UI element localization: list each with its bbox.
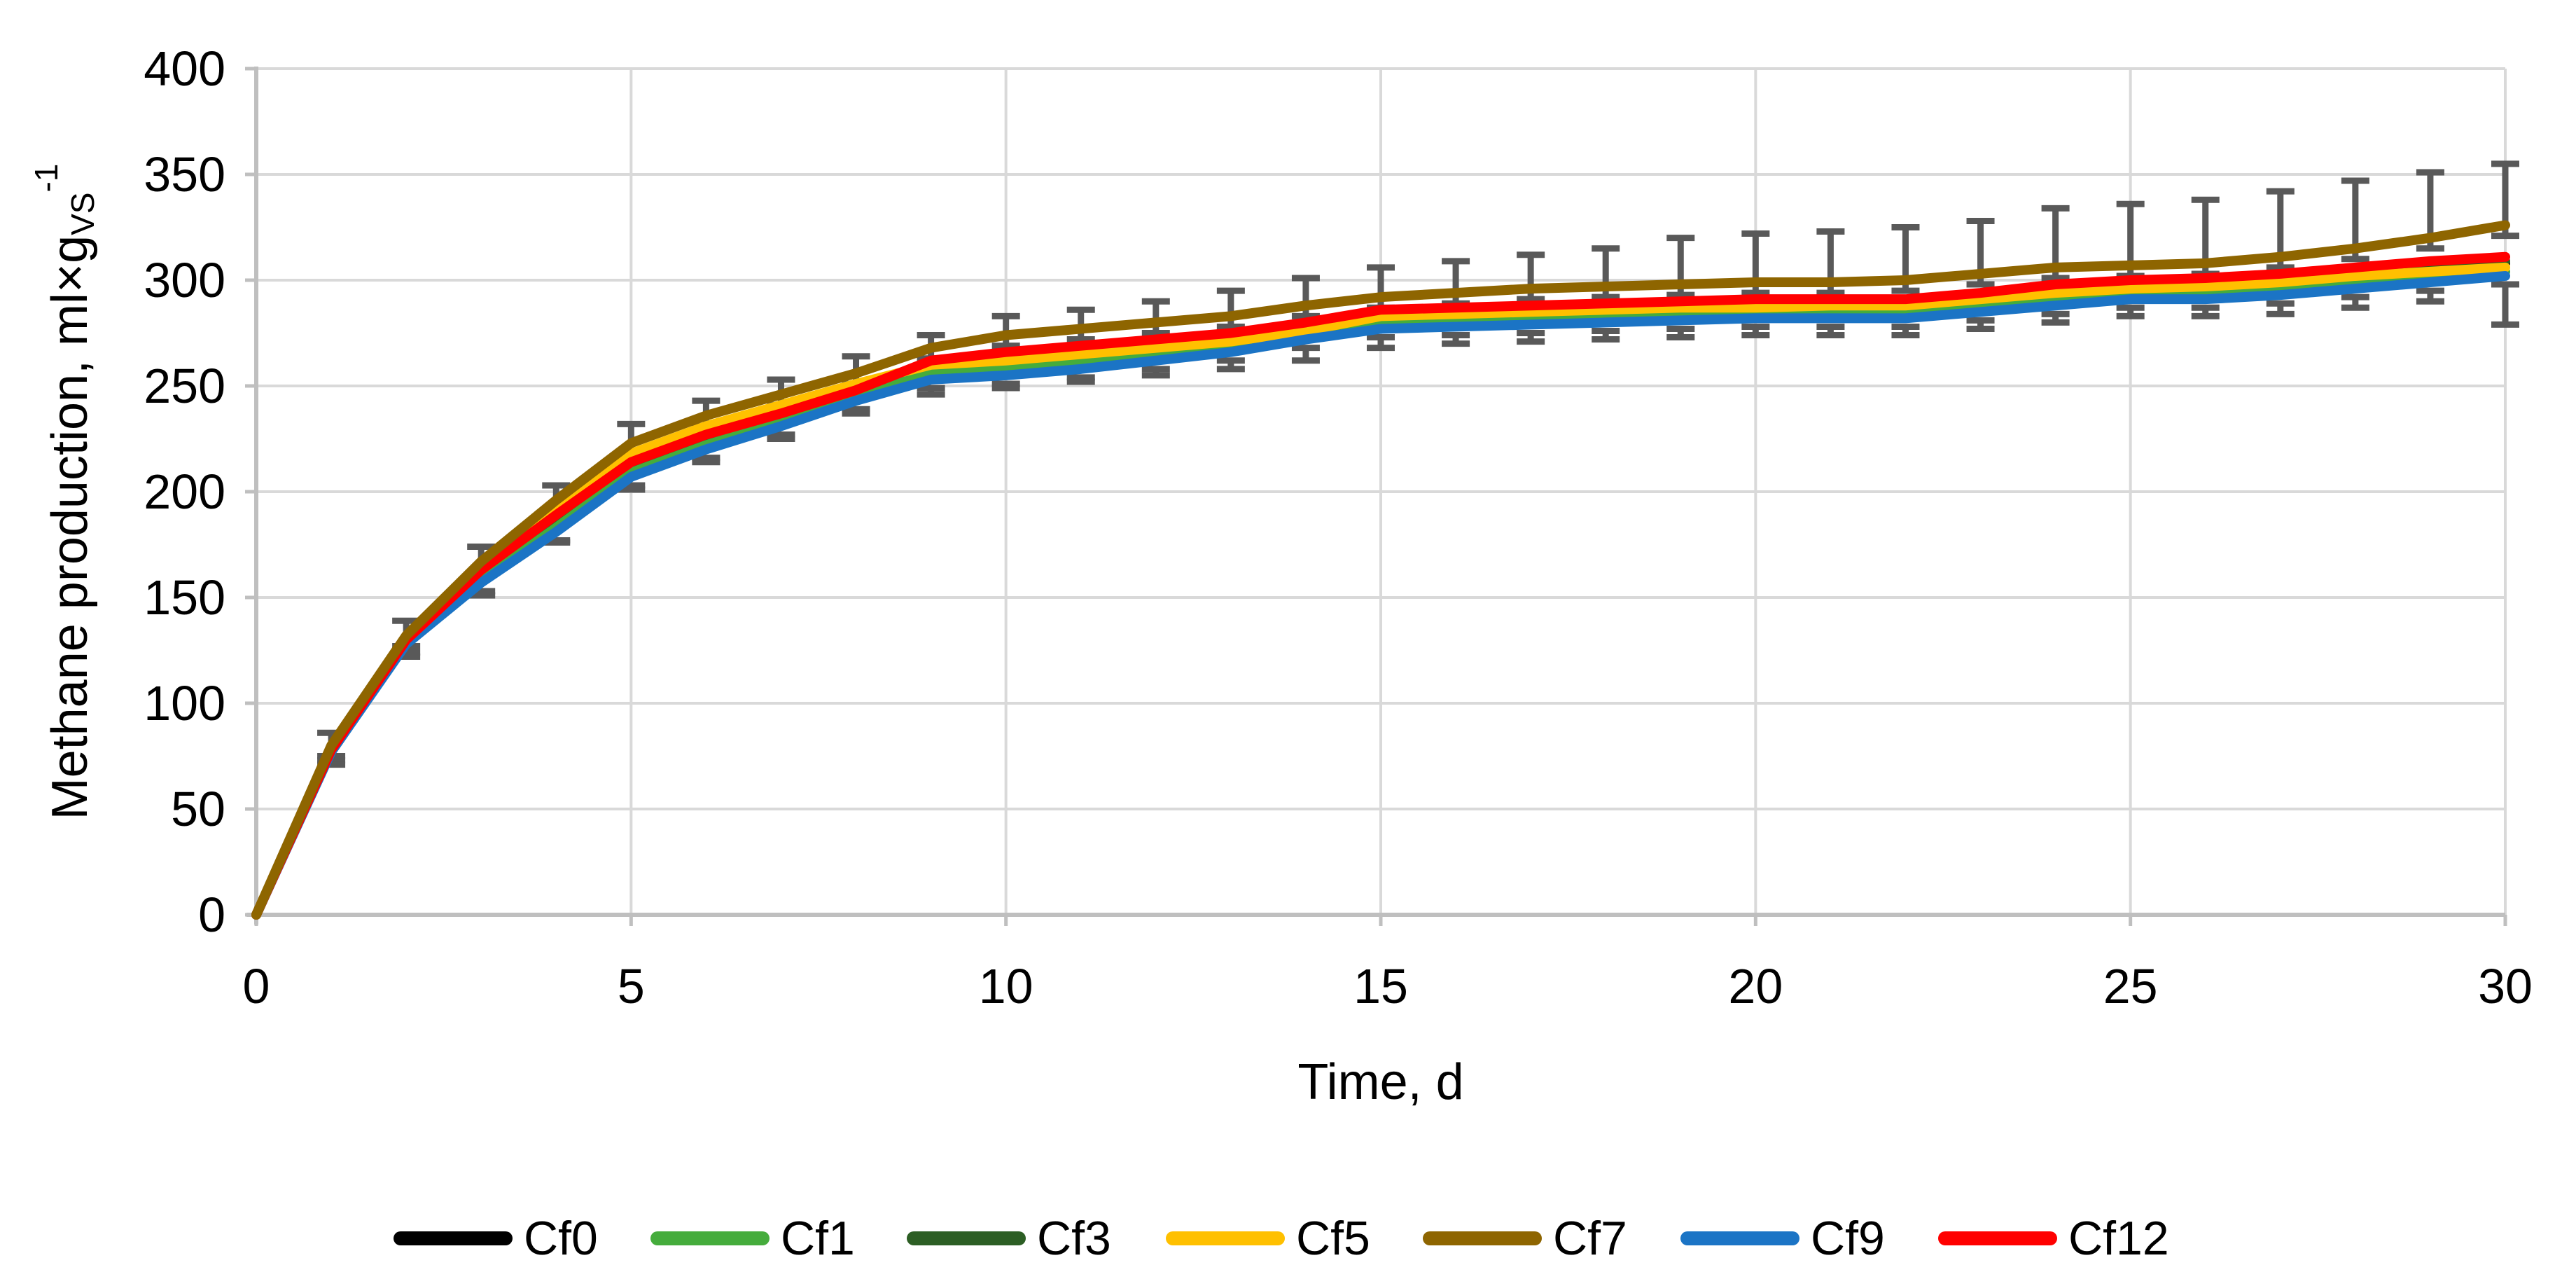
- x-tick-label-20: 20: [1728, 959, 1783, 1014]
- x-tick-label-15: 15: [1353, 959, 1408, 1014]
- legend-item-cf3[interactable]: Cf3: [907, 1212, 1111, 1265]
- series-line-Cf5: [251, 262, 2510, 920]
- legend-item-cf9[interactable]: Cf9: [1680, 1212, 1885, 1265]
- y-tick-label-50: 50: [171, 782, 225, 836]
- legend-label-cf3: Cf3: [1037, 1212, 1111, 1265]
- axis-titles: Time, d Methane production, ml×gVS-1: [28, 164, 1464, 1110]
- x-tick-label-5: 5: [618, 959, 645, 1014]
- y-axis-title: Methane production, ml×gVS-1: [28, 164, 101, 820]
- legend-label-cf1: Cf1: [781, 1212, 855, 1265]
- legend-label-cf12: Cf12: [2068, 1212, 2169, 1265]
- legend-item-cf1[interactable]: Cf1: [650, 1212, 855, 1265]
- y-tick-label-400: 400: [144, 41, 225, 96]
- y-tick-label-250: 250: [144, 359, 225, 413]
- legend-item-cf12[interactable]: Cf12: [1938, 1212, 2169, 1265]
- legend-item-cf0[interactable]: Cf0: [394, 1212, 598, 1265]
- error-bar-day-23: [1966, 217, 1995, 332]
- x-tick-label-0: 0: [243, 959, 270, 1014]
- legend-label-cf5: Cf5: [1296, 1212, 1370, 1265]
- x-tick-label-30: 30: [2478, 959, 2533, 1014]
- x-tick-label-25: 25: [2103, 959, 2158, 1014]
- legend-label-cf7: Cf7: [1553, 1212, 1627, 1265]
- legend-swatch-cf0: [394, 1231, 513, 1245]
- y-tick-label-350: 350: [144, 147, 225, 202]
- tick-labels: 0 50 100 150 200 250 300 350 400 0 5 10 15 20 25 30: [144, 41, 2533, 1014]
- legend-item-cf5[interactable]: Cf5: [1166, 1212, 1370, 1265]
- series-line-Cf9: [251, 270, 2510, 920]
- legend-label-cf9: Cf9: [1811, 1212, 1885, 1265]
- legend-swatch-cf9: [1680, 1231, 1799, 1245]
- gridlines: [249, 67, 2507, 922]
- legend-swatch-cf7: [1423, 1231, 1542, 1245]
- error-bar-day-27: [2266, 188, 2295, 317]
- y-tick-label-150: 150: [144, 570, 225, 625]
- error-bar-day-11: [1066, 306, 1095, 385]
- error-bar-day-29: [2416, 169, 2444, 305]
- legend: Cf0 Cf1 Cf3 Cf5 Cf7 Cf9 Cf12: [394, 1212, 2169, 1265]
- x-axis-title: Time, d: [1297, 1054, 1463, 1110]
- legend-label-cf0: Cf0: [524, 1212, 598, 1265]
- y-tick-label-100: 100: [144, 676, 225, 731]
- x-tick-label-10: 10: [979, 959, 1033, 1014]
- y-tick-label-200: 200: [144, 464, 225, 519]
- legend-swatch-cf12: [1938, 1231, 2057, 1245]
- legend-swatch-cf5: [1166, 1231, 1285, 1245]
- error-bar-day-13: [1216, 287, 1245, 373]
- axes: [245, 67, 2507, 926]
- series-lines: [251, 220, 2510, 920]
- legend-swatch-cf3: [907, 1231, 1026, 1245]
- y-tick-label-0: 0: [198, 887, 225, 942]
- error-bar-day-12: [1141, 298, 1170, 379]
- error-bar-day-22: [1891, 224, 1920, 339]
- legend-item-cf7[interactable]: Cf7: [1423, 1212, 1627, 1265]
- series-line-Cf12: [251, 251, 2510, 920]
- error-bar-day-17: [1517, 251, 1545, 345]
- series-line-Cf7: [251, 220, 2510, 920]
- y-tick-label-300: 300: [144, 253, 225, 307]
- legend-swatch-cf1: [650, 1231, 770, 1245]
